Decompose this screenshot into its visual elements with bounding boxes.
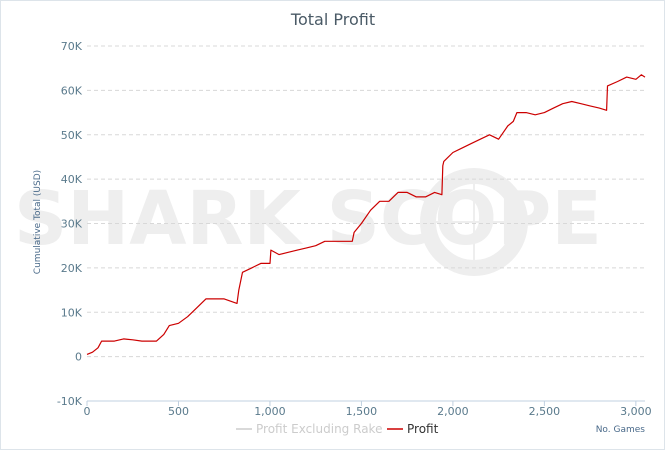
y-tick-label: 30K [61,218,83,231]
series-layer [86,74,646,355]
x-tick-label: 500 [168,405,189,418]
legend-item-1[interactable]: Profit [387,422,439,436]
x-tick-label: 2,500 [529,405,561,418]
legend: Profit Excluding Rake Profit [236,422,439,436]
y-tick-label: 10K [61,306,83,319]
x-tick-label: 3,000 [620,405,652,418]
x-tick-label: 0 [84,405,91,418]
y-tick-label: 60K [61,84,83,97]
y-tick-label: 20K [61,262,83,275]
watermark: SHARK SCOPE [14,168,602,276]
y-tick-label: 70K [61,40,83,53]
chart-title: Total Profit [290,10,375,29]
x-tick-label: 2,000 [437,405,469,418]
legend-item-0[interactable]: Profit Excluding Rake [236,422,382,436]
y-axis-title: Cumulative Total (USD) [33,170,43,274]
legend-label: Profit Excluding Rake [256,422,382,436]
x-tick-label: 1,000 [254,405,286,418]
legend-label: Profit [407,422,439,436]
series-line-1 [86,74,646,355]
y-tick-label: -10K [57,395,83,408]
x-axis-title: No. Games [596,425,646,435]
y-tick-label: 40K [61,173,83,186]
y-tick-label: 0 [75,351,82,364]
x-tick-label: 1,500 [346,405,378,418]
y-tick-label: 50K [61,129,83,142]
